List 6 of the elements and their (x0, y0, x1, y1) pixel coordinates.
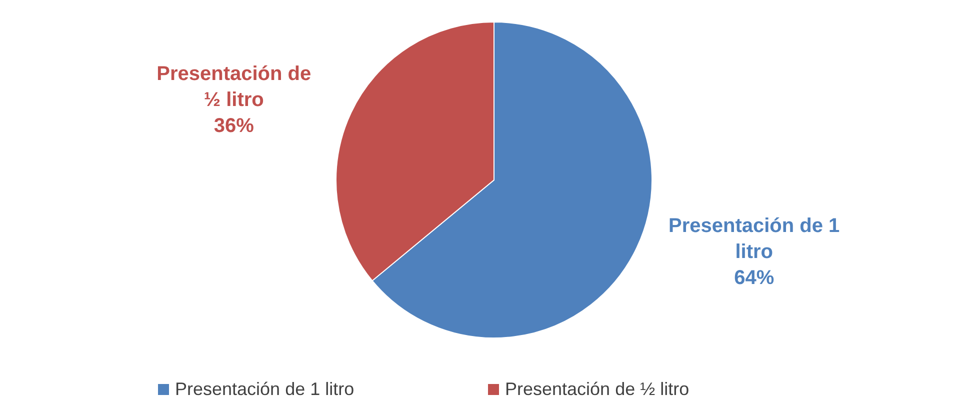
slice-label: Presentación de ½ litro (156, 63, 312, 112)
legend-label: Presentación de 1 litro (175, 379, 354, 399)
data-label: 64% (734, 266, 774, 289)
data-label: 36% (214, 115, 254, 138)
slice-label: Presentación de 1 litro (668, 214, 840, 263)
legend-label: Presentación de ½ litro (505, 379, 690, 399)
